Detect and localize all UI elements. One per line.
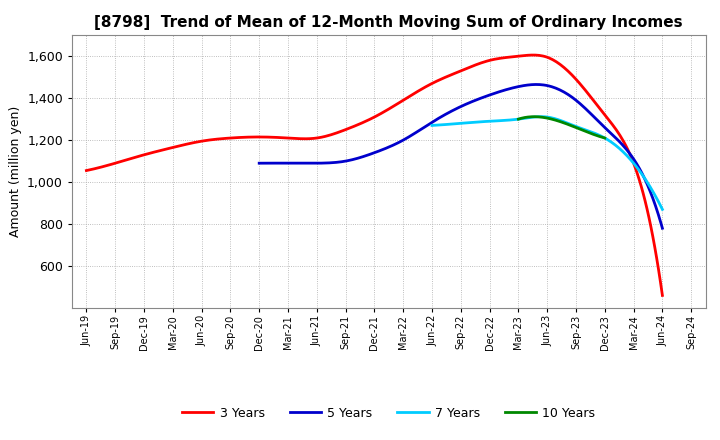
Y-axis label: Amount (million yen): Amount (million yen) — [9, 106, 22, 237]
Title: [8798]  Trend of Mean of 12-Month Moving Sum of Ordinary Incomes: [8798] Trend of Mean of 12-Month Moving … — [94, 15, 683, 30]
Legend: 3 Years, 5 Years, 7 Years, 10 Years: 3 Years, 5 Years, 7 Years, 10 Years — [177, 402, 600, 425]
